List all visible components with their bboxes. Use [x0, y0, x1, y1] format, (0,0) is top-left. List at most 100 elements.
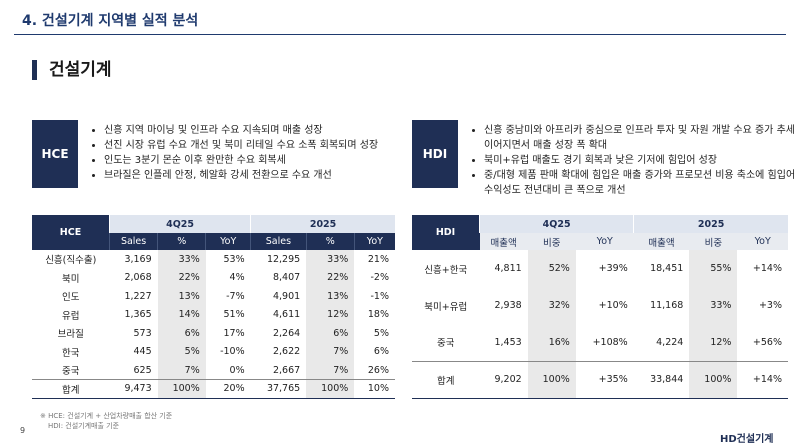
cell: 7% — [306, 361, 355, 380]
cell: 100% — [306, 379, 355, 399]
table-row: 중국 625 7% 0% 2,667 7% 26% — [32, 361, 395, 380]
column-row: Sales% YoY Sales% YoY — [32, 233, 395, 250]
cell: 3,169 — [124, 253, 152, 265]
group-row: HCE 4Q25 2025 — [32, 215, 395, 250]
cell: 33% — [689, 287, 738, 324]
hce-table: HCE 4Q25 2025 Sales% YoY Sales% YoY 신흥(직수출) 3,16… — [32, 215, 395, 399]
bullet: 신흥 지역 마이닝 및 인프라 수요 지속되며 매출 성장 — [104, 123, 414, 138]
cell: 4% — [229, 272, 245, 284]
logo: HD건설기계 — [720, 434, 774, 445]
footnote: ※ HCE: 건설기계 + 산업차량매출 합산 기준 — [40, 412, 173, 420]
row-label: 중국 — [437, 338, 455, 350]
cell: 445 — [133, 346, 152, 358]
cell: 17% — [223, 327, 245, 339]
row-label: 합계 — [412, 360, 480, 399]
row-label: 브라질 — [57, 329, 84, 341]
cell: -2% — [370, 272, 390, 284]
cell: 4,811 — [494, 263, 522, 274]
column-header: YoY — [737, 233, 788, 250]
bullet: 중/대형 제품 판매 확대에 힘입은 매출 증가와 프로모션 비용 축소에 힘입… — [484, 168, 800, 198]
corner-cell: HDI — [412, 215, 480, 250]
cell: 0% — [229, 364, 245, 376]
table-row: 북미+유럽 2,938 32% +10% 11,168 33% +3% — [412, 287, 788, 324]
table-row: 북미 2,068 22% 4% 8,407 22% -2% — [32, 268, 395, 287]
cell: 2,622 — [272, 346, 301, 358]
column-header: YoY — [205, 233, 251, 250]
cell: 10% — [354, 379, 395, 399]
cell: 9,473 — [109, 379, 158, 399]
row-label: 신흥(직수출) — [45, 255, 97, 267]
row-label: 신흥+한국 — [424, 264, 468, 276]
cell: 33% — [306, 250, 355, 269]
cell: -7% — [226, 290, 245, 302]
cell: 13% — [157, 287, 206, 306]
cell: +14% — [752, 263, 782, 274]
table-row: 중국 1,453 16% +108% 4,224 12% +56% — [412, 324, 788, 361]
cell: 18,451 — [650, 263, 684, 274]
cell: -1% — [370, 290, 390, 302]
cell: 7% — [306, 342, 355, 361]
cell: 16% — [527, 324, 576, 361]
cell: 22% — [306, 268, 355, 287]
cell: +3% — [758, 300, 782, 311]
cell: 12,295 — [266, 253, 301, 265]
cell: 100% — [689, 360, 738, 399]
cell: +35% — [575, 360, 634, 399]
cell: 32% — [527, 287, 576, 324]
cell: 22% — [157, 268, 206, 287]
hce-label: HCE — [32, 120, 78, 188]
group-header: 4Q25 — [478, 215, 634, 233]
cell: 4,901 — [272, 290, 301, 302]
cell: 13% — [306, 287, 355, 306]
cell: 2,264 — [272, 327, 301, 339]
hce-bullets: 신흥 지역 마이닝 및 인프라 수요 지속되며 매출 성장선진 시장 유럽 수요… — [90, 123, 414, 183]
header-title: 4. 건설기계 지역별 실적 분석 — [22, 13, 199, 29]
corner-cell: HCE — [32, 215, 110, 250]
group-row: HDI 4Q25 2025 — [412, 215, 788, 250]
column-header: Sales — [250, 233, 307, 250]
bullet: 신흥 중남미와 아프리카 중심으로 인프라 투자 및 자원 개발 수요 증가 추… — [484, 123, 800, 153]
cell: 1,453 — [494, 336, 522, 348]
bullet: 인도는 3분기 몬순 이후 완만한 수요 회복세 — [104, 153, 414, 168]
column-header: 매출액 — [633, 233, 690, 250]
bullet: 브라질은 인플레 안정, 헤알화 강세 전환으로 수요 개선 — [104, 168, 414, 183]
column-header: % — [305, 233, 355, 250]
hdi-bullets: 신흥 중남미와 아프리카 중심으로 인프라 투자 및 자원 개발 수요 증가 추… — [470, 123, 800, 198]
cell: 20% — [205, 379, 251, 399]
table-row: 유럽 1,365 14% 51% 4,611 12% 18% — [32, 305, 395, 324]
cell: 11,168 — [650, 300, 684, 311]
cell: 9,202 — [479, 360, 528, 399]
cell: 100% — [527, 360, 576, 399]
cell: +14% — [737, 360, 788, 399]
cell: 2,068 — [124, 272, 152, 284]
cell: 100% — [157, 379, 206, 399]
bullet: 북미+유럽 매출도 경기 회복과 낮은 기저에 힘입어 성장 — [484, 153, 800, 168]
cell: 573 — [133, 327, 152, 339]
group-header: 2025 — [250, 215, 395, 233]
cell: +108% — [592, 336, 628, 348]
row-label: 북미+유럽 — [424, 301, 468, 313]
column-header: Sales — [109, 233, 158, 250]
row-label: 인도 — [62, 292, 80, 304]
cell: 2,938 — [494, 300, 522, 311]
cell: 18% — [367, 309, 389, 321]
cell: +10% — [598, 300, 628, 311]
row-label: 중국 — [62, 366, 80, 377]
cell: -10% — [220, 346, 245, 358]
cell: 625 — [133, 364, 152, 376]
cell: 33,844 — [633, 360, 690, 399]
cell: 12% — [306, 305, 355, 324]
cell: 4,611 — [272, 309, 301, 321]
cell: 2,667 — [272, 364, 301, 376]
bullet: 선진 시장 유럽 수요 개선 및 북미 리테일 수요 소폭 회복되며 성장 — [104, 138, 414, 153]
table-row: 브라질 573 6% 17% 2,264 6% 5% — [32, 324, 395, 343]
cell: 4,224 — [656, 336, 684, 348]
table-row: 신흥+한국 4,811 52% +39% 18,451 55% +14% — [412, 250, 788, 287]
hdi-label: HDI — [412, 120, 458, 188]
hdi-table: HDI 4Q25 2025 매출액 비중 YoY 매출액 비중 YoY 신흥+한국 4,811 52%… — [412, 215, 788, 399]
cell: 51% — [223, 309, 245, 321]
table-row: 합계 9,473 100% 20% 37,765 100% 10% — [32, 379, 395, 399]
cell: 37,765 — [250, 379, 307, 399]
column-row: 매출액 비중 YoY 매출액 비중 YoY — [412, 233, 788, 250]
